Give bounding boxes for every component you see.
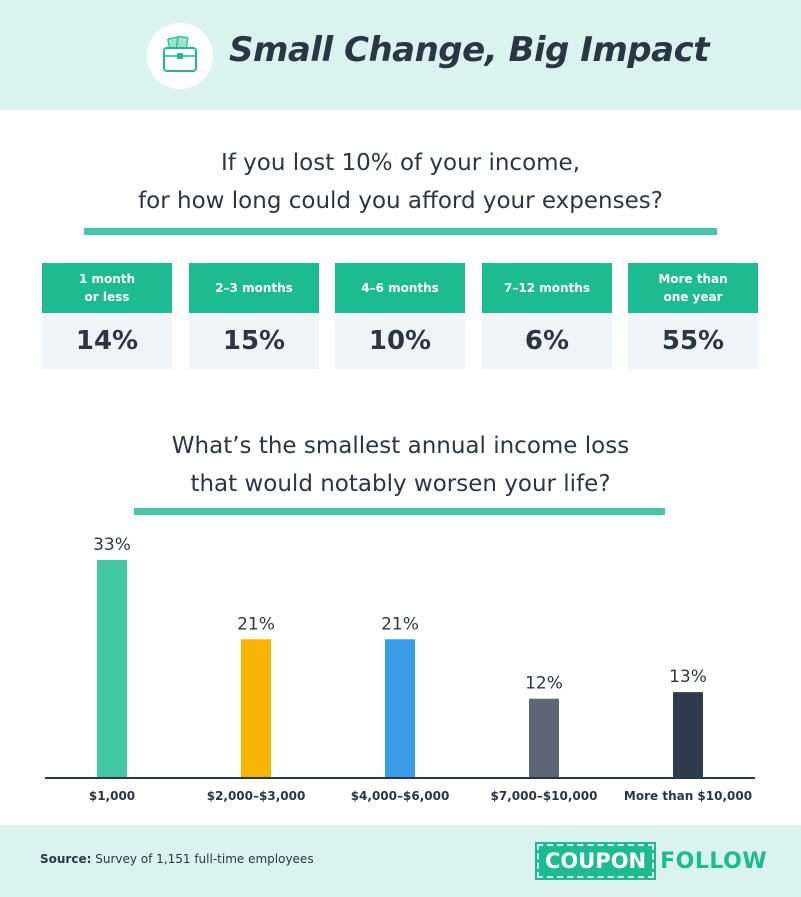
- duration-card-value: 10%: [335, 313, 465, 369]
- page-title: Small Change, Big Impact: [229, 30, 709, 70]
- source-note: Source: Survey of 1,151 full-time employ…: [40, 852, 314, 866]
- duration-card: 1 month or less 14%: [42, 263, 172, 369]
- brand-logo: COUPON FOLLOW: [534, 842, 768, 880]
- brand-box: COUPON: [534, 842, 657, 880]
- source-label: Source:: [40, 852, 92, 866]
- duration-card-label: 1 month or less: [42, 263, 172, 313]
- question-1-underline: [84, 228, 717, 235]
- category-label: $2,000–$3,000: [207, 789, 306, 803]
- duration-card-label: 7–12 months: [482, 263, 612, 313]
- header-banner: Small Change, Big Impact: [0, 0, 801, 110]
- duration-card-label: 2–3 months: [189, 263, 319, 313]
- briefcase-money-icon: [163, 35, 197, 72]
- bar: [241, 639, 271, 778]
- duration-card: More than one year 55%: [628, 263, 758, 369]
- category-label: $1,000: [89, 789, 135, 803]
- duration-card-value: 15%: [189, 313, 319, 369]
- bar: [97, 560, 127, 778]
- question-2-line-2: that would notably worsen your life?: [190, 471, 611, 497]
- duration-card-value: 6%: [482, 313, 612, 369]
- bar-value-label: 21%: [381, 614, 419, 634]
- source-text: Survey of 1,151 full-time employees: [91, 852, 314, 866]
- bar-value-label: 21%: [237, 614, 275, 634]
- brand-text: FOLLOW: [660, 848, 768, 874]
- question-1-line-2: for how long could you afford your expen…: [138, 188, 663, 214]
- bar: [385, 639, 415, 778]
- duration-card: 4–6 months 10%: [335, 263, 465, 369]
- category-label: $7,000–$10,000: [491, 789, 598, 803]
- duration-card: 7–12 months 6%: [482, 263, 612, 369]
- bar: [529, 698, 559, 778]
- question-2-line-1: What’s the smallest annual income loss: [171, 433, 630, 459]
- bar: [673, 692, 703, 778]
- question-1-line-1: If you lost 10% of your income,: [220, 150, 581, 176]
- duration-card-label: 4–6 months: [335, 263, 465, 313]
- bar-value-label: 12%: [525, 674, 563, 694]
- duration-card-value: 14%: [42, 313, 172, 369]
- logo-badge: [147, 23, 213, 89]
- duration-card: 2–3 months 15%: [189, 263, 319, 369]
- duration-card-label: More than one year: [628, 263, 758, 313]
- duration-card-value: 55%: [628, 313, 758, 369]
- bar-value-label: 13%: [669, 667, 707, 687]
- question-2-underline: [134, 508, 665, 515]
- category-label: $4,000–$6,000: [351, 789, 450, 803]
- footer: Source: Survey of 1,151 full-time employ…: [0, 825, 801, 897]
- bar-value-label: 33%: [93, 535, 131, 555]
- category-label: More than $10,000: [624, 789, 752, 803]
- income-loss-bar-chart: 33% $1,000 21% $2,000–$3,000 21% $4,000–$6,00…: [45, 535, 755, 803]
